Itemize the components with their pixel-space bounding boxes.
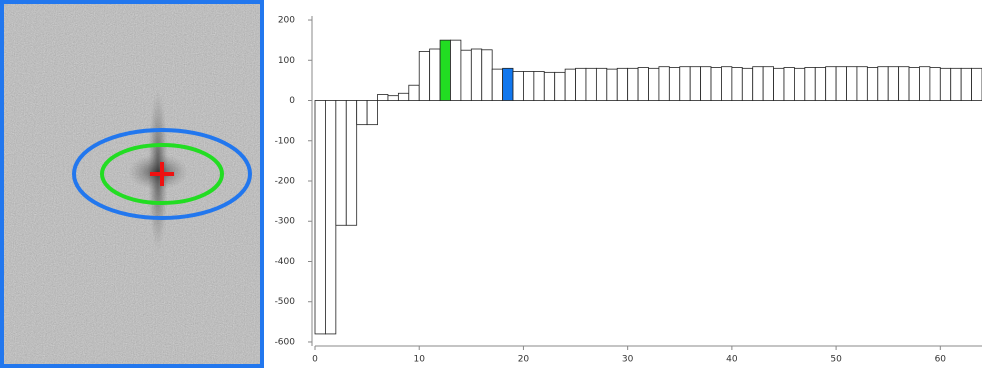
bar bbox=[564, 68, 576, 101]
bar bbox=[387, 95, 399, 101]
bar bbox=[856, 66, 868, 101]
y-tick-label: 200 bbox=[278, 16, 295, 26]
bar bbox=[345, 100, 358, 226]
bar bbox=[762, 66, 774, 101]
bar bbox=[595, 67, 608, 101]
bar bbox=[523, 71, 535, 101]
bar bbox=[450, 39, 462, 101]
bar bbox=[325, 100, 337, 335]
bar bbox=[898, 66, 910, 101]
bar bbox=[606, 68, 618, 101]
center-cross bbox=[150, 162, 174, 186]
bar bbox=[960, 67, 972, 101]
y-tick-label: -500 bbox=[275, 297, 296, 307]
bar bbox=[939, 67, 952, 101]
bar bbox=[627, 67, 639, 101]
x-tick-label: 0 bbox=[312, 355, 318, 365]
x-tick-label: 50 bbox=[830, 355, 842, 365]
bar bbox=[689, 66, 702, 101]
y-tick-label: -400 bbox=[275, 257, 296, 267]
bar bbox=[929, 67, 941, 101]
bar bbox=[554, 71, 566, 101]
bar bbox=[710, 67, 722, 101]
bar bbox=[752, 66, 764, 101]
bar bbox=[439, 39, 451, 101]
bar bbox=[773, 67, 785, 101]
bar bbox=[804, 67, 816, 101]
x-tick-label: 20 bbox=[518, 355, 530, 365]
image-noise bbox=[2, 2, 262, 366]
bar bbox=[950, 67, 962, 101]
y-tick-label: -100 bbox=[275, 136, 296, 146]
bar bbox=[356, 100, 368, 126]
bar bbox=[585, 67, 597, 101]
bar bbox=[700, 66, 712, 101]
x-tick-label: 40 bbox=[726, 355, 738, 365]
bar bbox=[783, 67, 795, 101]
bar bbox=[814, 67, 827, 101]
bar bbox=[846, 66, 858, 101]
bar bbox=[335, 100, 347, 226]
bar bbox=[366, 100, 378, 126]
y-tick-label: 0 bbox=[289, 96, 295, 106]
bar bbox=[543, 71, 556, 101]
bar bbox=[971, 67, 982, 101]
bar bbox=[794, 67, 806, 101]
bar bbox=[908, 67, 920, 101]
bar bbox=[397, 92, 410, 101]
bar bbox=[616, 67, 629, 101]
bar bbox=[887, 66, 900, 101]
bar bbox=[637, 67, 649, 101]
bar bbox=[314, 100, 326, 335]
image-border bbox=[0, 0, 264, 368]
x-tick-label: 10 bbox=[413, 355, 425, 365]
outer-ellipse bbox=[72, 128, 252, 220]
bar bbox=[575, 67, 587, 101]
inner-ellipse bbox=[100, 143, 224, 205]
bar bbox=[460, 49, 472, 101]
bar bbox=[658, 66, 670, 101]
bar bbox=[668, 67, 681, 101]
bar bbox=[408, 84, 420, 101]
bar bbox=[470, 48, 483, 101]
x-tick-label: 60 bbox=[935, 355, 947, 365]
x-tick-label: 30 bbox=[622, 355, 634, 365]
y-tick-label: 100 bbox=[278, 56, 295, 66]
y-tick-label: -200 bbox=[275, 177, 296, 187]
bar bbox=[481, 49, 493, 101]
bar bbox=[418, 51, 431, 101]
bar bbox=[377, 94, 389, 101]
bar bbox=[877, 66, 889, 101]
bar bbox=[866, 67, 879, 101]
y-tick-label: -600 bbox=[275, 337, 296, 347]
bar bbox=[533, 71, 545, 101]
bar bbox=[731, 67, 743, 101]
bar bbox=[502, 67, 514, 101]
bar bbox=[491, 68, 503, 101]
bar bbox=[919, 66, 931, 101]
image-panel bbox=[0, 0, 264, 368]
bar bbox=[429, 48, 441, 101]
bar bbox=[835, 66, 847, 101]
y-tick-label: -300 bbox=[275, 217, 296, 227]
bar bbox=[825, 66, 837, 101]
bar bbox=[648, 67, 660, 101]
bar bbox=[679, 66, 691, 101]
bar bbox=[741, 67, 754, 101]
bar bbox=[721, 66, 733, 101]
bar bbox=[512, 71, 524, 101]
